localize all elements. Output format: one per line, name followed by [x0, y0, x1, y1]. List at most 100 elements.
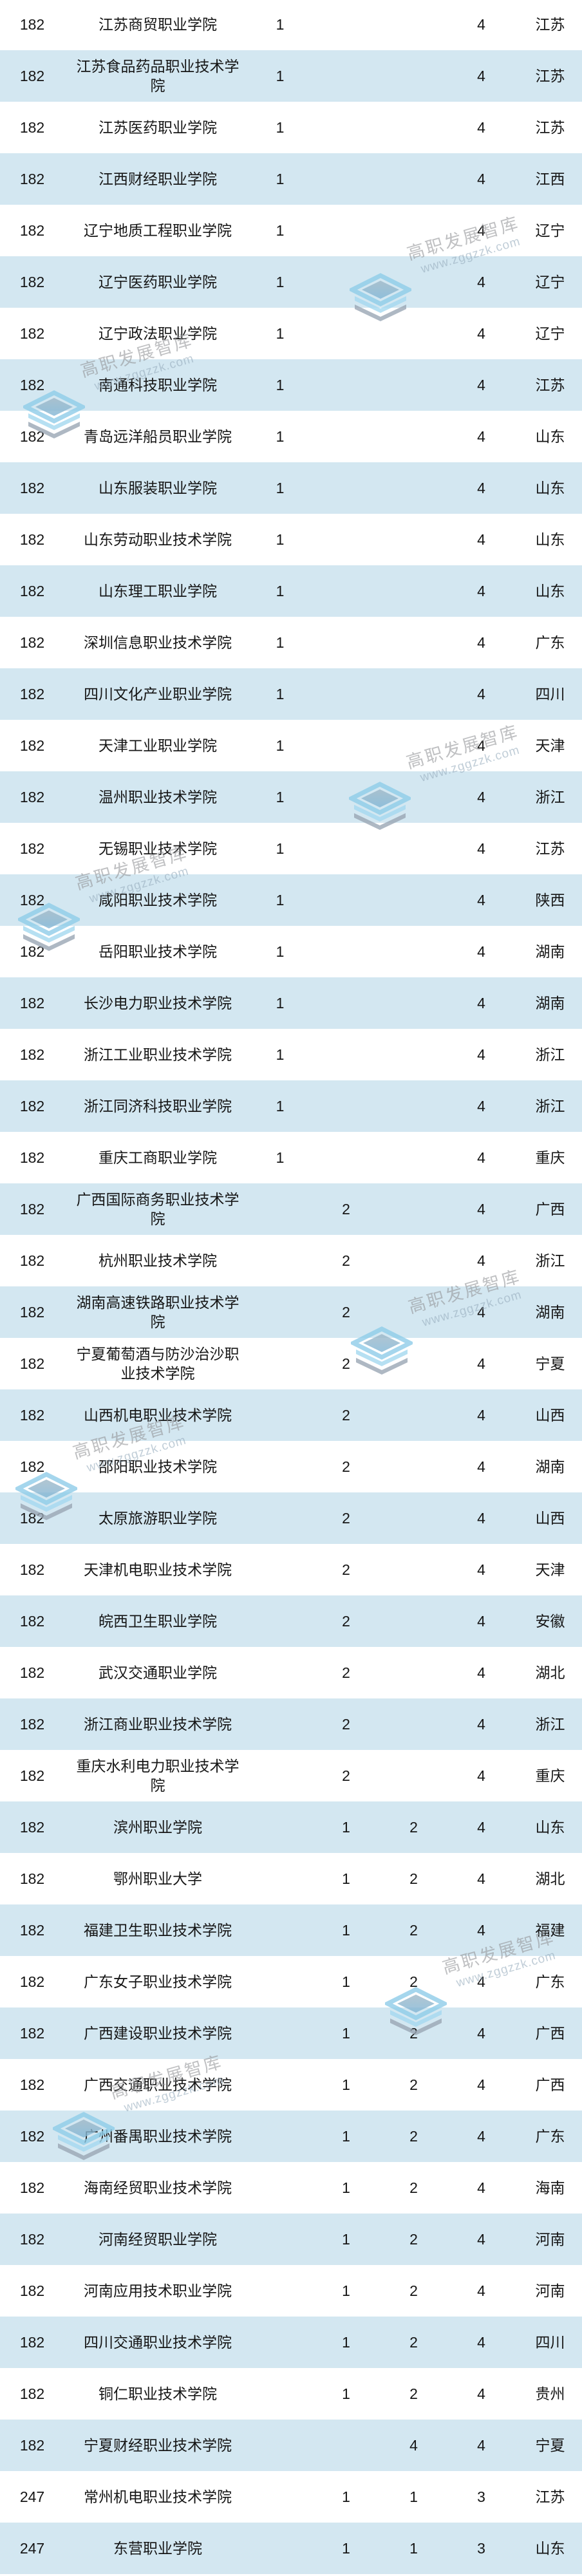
table-row: 182 天津机电职业技术学院 2 4 天津: [0, 1544, 582, 1595]
first-prize-count-cell: 1: [276, 840, 285, 857]
second-prize-count-cell: 1: [342, 2334, 350, 2351]
third-prize-count-cell: 4: [409, 2437, 418, 2454]
province-cell: 浙江: [535, 1252, 565, 1269]
school-name-cell: 武汉交通职业学院: [99, 1664, 217, 1681]
province-cell: 河南: [535, 2282, 565, 2299]
province-cell: 河南: [535, 2231, 565, 2248]
province-cell: 陕西: [535, 892, 565, 908]
total-points-cell: 4: [477, 2128, 485, 2145]
table-row: 182 鄂州职业大学 1 2 4 湖北: [0, 1853, 582, 1904]
province-cell: 广西: [535, 2025, 565, 2042]
third-prize-count-cell: 2: [409, 2128, 418, 2145]
province-cell: 山东: [535, 583, 565, 599]
table-row: 182 滨州职业学院 1 2 4 山东: [0, 1801, 582, 1853]
rank-cell: 182: [19, 2334, 45, 2351]
second-prize-count-cell: 2: [342, 1407, 350, 1424]
province-cell: 广东: [535, 1973, 565, 1990]
rank-cell: 182: [19, 1149, 45, 1166]
school-name-cell: 山东理工职业学院: [99, 583, 217, 599]
province-cell: 江苏: [535, 840, 565, 857]
total-points-cell: 4: [477, 2334, 485, 2351]
table-row: 182 河南应用技术职业学院 1 2 4 河南: [0, 2265, 582, 2317]
table-row: 182 广西交通职业技术学院 1 2 4 广西: [0, 2059, 582, 2111]
second-prize-count-cell: 2: [342, 1510, 350, 1527]
total-points-cell: 4: [477, 1458, 485, 1475]
total-points-cell: 4: [477, 583, 485, 599]
province-cell: 海南: [535, 2179, 565, 2196]
rank-cell: 182: [19, 1201, 45, 1217]
rank-cell: 182: [19, 2282, 45, 2299]
rank-cell: 182: [19, 68, 45, 84]
total-points-cell: 3: [477, 2488, 485, 2505]
second-prize-count-cell: 1: [342, 2385, 350, 2402]
total-points-cell: 4: [477, 1767, 485, 1784]
third-prize-count-cell: 2: [409, 1973, 418, 1990]
third-prize-count-cell: 2: [409, 2385, 418, 2402]
rank-cell: 182: [19, 583, 45, 599]
table-row: 182 海南经贸职业技术学院 1 2 4 海南: [0, 2162, 582, 2214]
second-prize-count-cell: 2: [342, 1716, 350, 1733]
first-prize-count-cell: 1: [276, 428, 285, 445]
total-points-cell: 4: [477, 1613, 485, 1630]
rank-cell: 182: [19, 1716, 45, 1733]
school-name-cell: 重庆水利电力职业技术学院: [76, 1758, 239, 1794]
table-row: 182 四川文化产业职业学院 1 4 四川: [0, 668, 582, 720]
school-name-cell: 东营职业学院: [113, 2540, 202, 2557]
rank-cell: 182: [19, 1098, 45, 1114]
second-prize-count-cell: 2: [342, 1664, 350, 1681]
school-name-cell: 重庆工商职业学院: [99, 1149, 217, 1166]
school-name-cell: 广州番禺职业技术学院: [84, 2128, 232, 2145]
table-row: 247 东营职业学院 1 1 3 山东: [0, 2523, 582, 2574]
second-prize-count-cell: 2: [342, 1613, 350, 1630]
province-cell: 江西: [535, 171, 565, 187]
rank-cell: 182: [19, 119, 45, 136]
rank-cell: 182: [19, 1458, 45, 1475]
rank-cell: 182: [19, 531, 45, 548]
total-points-cell: 4: [477, 1355, 485, 1372]
rank-cell: 182: [19, 1046, 45, 1063]
table-row: 182 山东服装职业学院 1 4 山东: [0, 462, 582, 514]
table-row: 182 咸阳职业技术学院 1 4 陕西: [0, 874, 582, 926]
province-cell: 辽宁: [535, 222, 565, 239]
second-prize-count-cell: 1: [342, 2179, 350, 2196]
school-name-cell: 无锡职业技术学院: [99, 840, 217, 857]
total-points-cell: 4: [477, 634, 485, 651]
school-name-cell: 天津工业职业学院: [99, 737, 217, 754]
first-prize-count-cell: 1: [276, 583, 285, 599]
rank-cell: 182: [19, 1252, 45, 1269]
school-name-cell: 皖西卫生职业学院: [99, 1613, 217, 1630]
total-points-cell: 3: [477, 2540, 485, 2557]
province-cell: 广东: [535, 2128, 565, 2145]
province-cell: 广西: [535, 1201, 565, 1217]
province-cell: 山东: [535, 480, 565, 496]
second-prize-count-cell: 1: [342, 2025, 350, 2042]
rank-cell: 182: [19, 1304, 45, 1321]
province-cell: 山东: [535, 428, 565, 445]
province-cell: 湖南: [535, 1304, 565, 1321]
second-prize-count-cell: 1: [342, 1973, 350, 1990]
school-name-cell: 四川交通职业技术学院: [84, 2334, 232, 2351]
total-points-cell: 4: [477, 1149, 485, 1166]
total-points-cell: 4: [477, 1201, 485, 1217]
total-points-cell: 4: [477, 2076, 485, 2093]
total-points-cell: 4: [477, 995, 485, 1011]
third-prize-count-cell: 2: [409, 2334, 418, 2351]
table-row: 182 太原旅游职业学院 2 4 山西: [0, 1492, 582, 1544]
province-cell: 安徽: [535, 1613, 565, 1630]
first-prize-count-cell: 1: [276, 943, 285, 960]
school-name-cell: 南通科技职业学院: [99, 377, 217, 393]
rank-cell: 182: [19, 2231, 45, 2248]
third-prize-count-cell: 2: [409, 2231, 418, 2248]
total-points-cell: 4: [477, 789, 485, 805]
school-name-cell: 咸阳职业技术学院: [99, 892, 217, 908]
province-cell: 重庆: [535, 1149, 565, 1166]
second-prize-count-cell: 2: [342, 1561, 350, 1578]
province-cell: 湖南: [535, 1458, 565, 1475]
school-name-cell: 温州职业技术学院: [99, 789, 217, 805]
table-row: 247 常州机电职业技术学院 1 1 3 江苏: [0, 2471, 582, 2523]
province-cell: 浙江: [535, 1098, 565, 1114]
first-prize-count-cell: 1: [276, 171, 285, 187]
province-cell: 辽宁: [535, 325, 565, 342]
province-cell: 江苏: [535, 119, 565, 136]
province-cell: 宁夏: [535, 2437, 565, 2454]
